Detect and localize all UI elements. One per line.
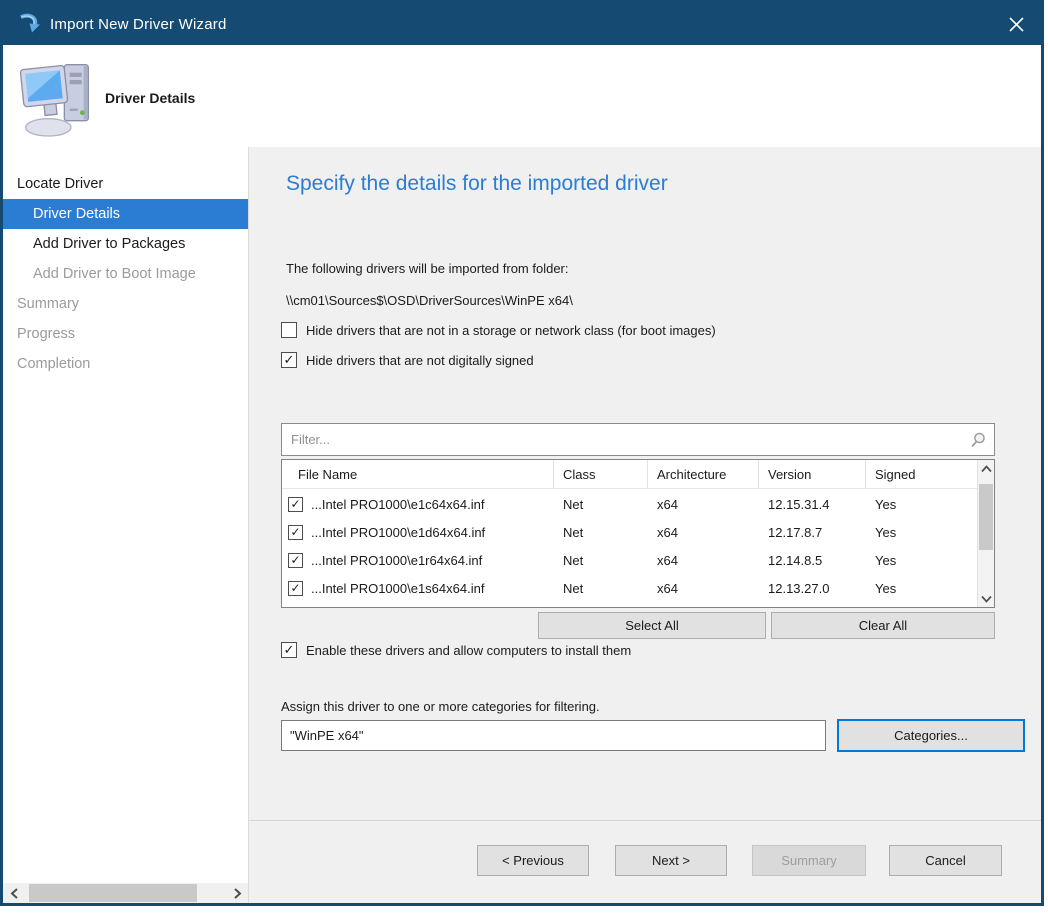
hide-unsigned-checkbox-row: ✓ Hide drivers that are not digitally si…: [281, 352, 534, 368]
hide-unsigned-checkbox[interactable]: ✓: [281, 352, 297, 368]
chevron-up-icon: [980, 464, 992, 472]
cell-version: 12.17.8.7: [768, 524, 823, 540]
chevron-right-icon: [233, 887, 241, 899]
scroll-right-button[interactable]: [226, 883, 248, 903]
table-row[interactable]: ✓ ...Intel PRO1000\e1d64x64.inf Net x64 1…: [282, 518, 977, 546]
footer-divider: [249, 820, 1041, 821]
column-header-version[interactable]: Version: [759, 460, 866, 488]
hide-unsigned-label: Hide drivers that are not digitally sign…: [306, 352, 534, 368]
cell-architecture: x64: [657, 496, 678, 512]
sidebar-item-progress: Progress: [17, 326, 76, 342]
row-checkbox[interactable]: ✓: [288, 496, 303, 512]
cell-file-name: ...Intel PRO1000\e1d64x64.inf: [311, 524, 486, 540]
folder-intro-text: The following drivers will be imported f…: [286, 261, 569, 276]
cell-version: 12.15.31.4: [768, 496, 830, 512]
filter-input[interactable]: [282, 424, 994, 455]
cell-architecture: x64: [657, 580, 678, 596]
wizard-content: Specify the details for the imported dri…: [249, 147, 1041, 903]
wizard-arrow-icon: [20, 13, 40, 33]
page-title: Specify the details for the imported dri…: [286, 172, 668, 195]
cell-architecture: x64: [657, 524, 678, 540]
filter-box: [281, 423, 995, 456]
cell-class: Net: [563, 552, 584, 568]
select-all-button[interactable]: Select All: [538, 612, 766, 639]
sidebar-content-divider: [248, 147, 249, 903]
close-button[interactable]: [999, 8, 1033, 40]
cell-signed: Yes: [875, 580, 897, 596]
cell-signed: Yes: [875, 552, 897, 568]
search-icon: [971, 432, 985, 448]
clear-all-button[interactable]: Clear All: [771, 612, 995, 639]
folder-path-text: \\cm01\Sources$\OSD\DriverSources\WinPE …: [286, 293, 573, 308]
table-header: File Name Class Architecture Version Sig…: [282, 460, 977, 489]
cancel-button[interactable]: Cancel: [889, 845, 1002, 876]
table-body: ✓ ...Intel PRO1000\e1c64x64.inf Net x64 1…: [282, 490, 977, 602]
cell-class: Net: [563, 580, 584, 596]
window-title: Import New Driver Wizard: [50, 15, 227, 33]
previous-button[interactable]: < Previous: [477, 845, 589, 876]
chevron-down-icon: [980, 595, 992, 603]
column-header-class[interactable]: Class: [554, 460, 648, 488]
row-checkbox[interactable]: ✓: [288, 524, 303, 540]
summary-button: Summary: [752, 845, 866, 876]
cell-signed: Yes: [875, 496, 897, 512]
hide-storage-network-label: Hide drivers that are not in a storage o…: [306, 322, 716, 338]
sidebar-item-completion: Completion: [17, 356, 91, 372]
enable-drivers-label: Enable these drivers and allow computers…: [306, 642, 632, 658]
cell-version: 12.14.8.5: [768, 552, 823, 568]
sidebar-item-locate-driver[interactable]: Locate Driver: [17, 176, 104, 192]
hide-storage-network-checkbox-row: Hide drivers that are not in a storage o…: [281, 322, 716, 338]
scroll-up-button[interactable]: [978, 460, 994, 477]
assign-categories-label: Assign this driver to one or more catego…: [281, 699, 600, 714]
sidebar-item-driver-details[interactable]: Driver Details: [3, 199, 248, 229]
step-title: Driver Details: [105, 90, 196, 106]
sidebar-horizontal-scrollbar[interactable]: [3, 883, 248, 903]
sidebar-item-summary: Summary: [17, 296, 80, 312]
categories-button[interactable]: Categories...: [837, 719, 1025, 752]
column-header-file-name[interactable]: File Name: [282, 460, 554, 488]
cell-class: Net: [563, 524, 584, 540]
table-row[interactable]: ✓ ...Intel PRO1000\e1c64x64.inf Net x64 1…: [282, 490, 977, 518]
sidebar-item-add-driver-to-boot-image: Add Driver to Boot Image: [33, 266, 196, 282]
column-header-architecture[interactable]: Architecture: [648, 460, 759, 488]
row-checkbox[interactable]: ✓: [288, 552, 303, 568]
driver-table: File Name Class Architecture Version Sig…: [281, 459, 995, 608]
title-bar: Import New Driver Wizard: [3, 3, 1041, 45]
row-checkbox[interactable]: ✓: [288, 580, 303, 596]
scroll-down-button[interactable]: [978, 590, 994, 607]
vertical-scroll-thumb[interactable]: [979, 484, 993, 550]
enable-drivers-checkbox[interactable]: ✓: [281, 642, 297, 658]
horizontal-scroll-thumb[interactable]: [29, 884, 197, 902]
cell-architecture: x64: [657, 552, 678, 568]
hide-storage-network-checkbox[interactable]: [281, 322, 297, 338]
sidebar-item-add-driver-to-packages[interactable]: Add Driver to Packages: [33, 236, 186, 252]
next-button[interactable]: Next >: [615, 845, 727, 876]
computer-icon: [19, 63, 89, 137]
close-icon: [1008, 16, 1024, 32]
cell-version: 12.13.27.0: [768, 580, 830, 596]
cell-file-name: ...Intel PRO1000\e1r64x64.inf: [311, 552, 483, 568]
wizard-step-sidebar: Locate Driver Driver Details Add Driver …: [3, 147, 248, 903]
scroll-left-button[interactable]: [3, 883, 25, 903]
table-row[interactable]: ✓ ...Intel PRO1000\e1s64x64.inf Net x64 1…: [282, 574, 977, 602]
enable-drivers-checkbox-row: ✓ Enable these drivers and allow compute…: [281, 642, 631, 658]
cell-signed: Yes: [875, 524, 897, 540]
column-header-signed[interactable]: Signed: [875, 466, 916, 482]
cell-file-name: ...Intel PRO1000\e1c64x64.inf: [311, 496, 485, 512]
cell-class: Net: [563, 496, 584, 512]
cell-file-name: ...Intel PRO1000\e1s64x64.inf: [311, 580, 485, 596]
chevron-left-icon: [10, 887, 18, 899]
wizard-header: Driver Details: [3, 45, 1041, 150]
table-vertical-scrollbar[interactable]: [977, 460, 994, 607]
table-row[interactable]: ✓ ...Intel PRO1000\e1r64x64.inf Net x64 1…: [282, 546, 977, 574]
category-input[interactable]: [281, 720, 826, 751]
step-list: Locate Driver Driver Details Add Driver …: [3, 169, 248, 379]
